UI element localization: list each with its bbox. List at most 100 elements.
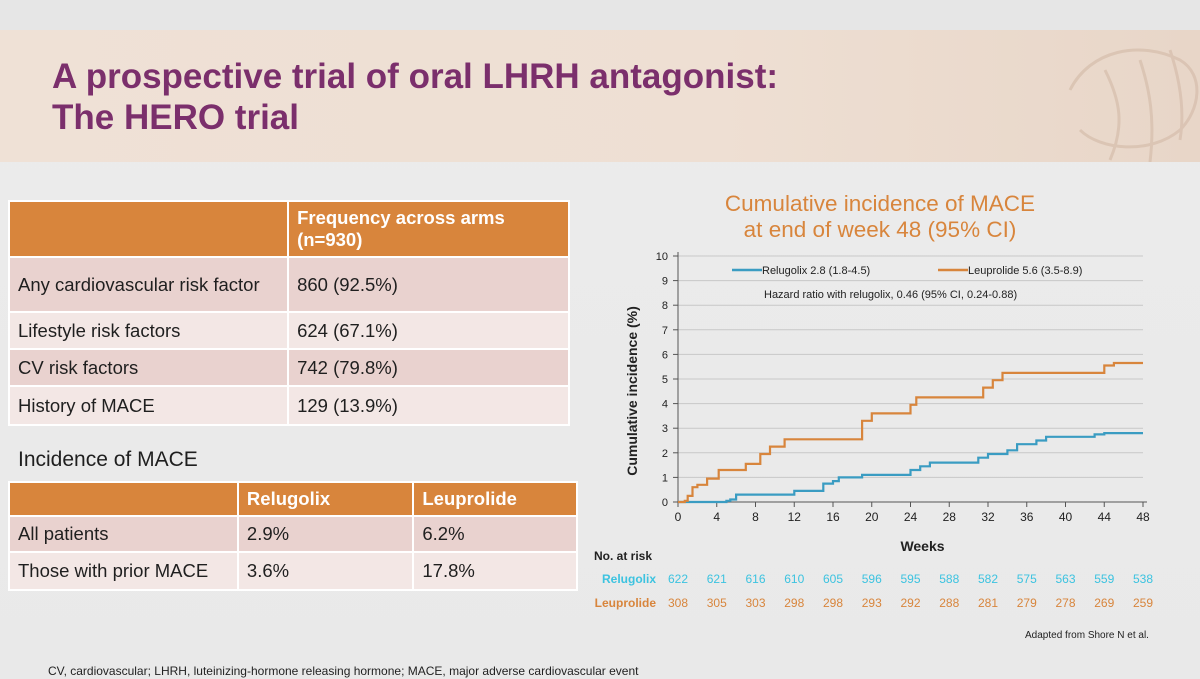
risk-table-header-line-2: (n=930)	[297, 229, 363, 250]
x-tick-label: 16	[826, 510, 840, 524]
mace-section-title: Incidence of MACE	[18, 448, 198, 471]
risk-row-value: 860 (92.5%)	[287, 256, 570, 313]
risk-factor-table: Frequency across arms (n=930) Any cardio…	[7, 200, 570, 426]
anatomy-watermark-icon	[1068, 48, 1199, 162]
at-risk-value: 596	[862, 572, 882, 586]
hazard-ratio-annotation: Hazard ratio with relugolix, 0.46 (95% C…	[764, 289, 1017, 301]
slide-title-line-1: A prospective trial of oral LHRH antagon…	[52, 57, 779, 96]
at-risk-value: 588	[939, 572, 959, 586]
x-tick-label: 48	[1136, 510, 1150, 524]
risk-table-header-row: Frequency across arms (n=930)	[7, 200, 570, 258]
at-risk-value: 305	[707, 596, 727, 610]
at-risk-value: 616	[745, 572, 765, 586]
x-tick-label: 32	[981, 510, 995, 524]
at-risk-value: 582	[978, 572, 998, 586]
x-tick-label: 40	[1059, 510, 1073, 524]
x-tick-label: 44	[1098, 510, 1112, 524]
mace-header-blank	[8, 481, 239, 517]
table-row: All patients 2.9% 6.2%	[8, 515, 578, 553]
mace-row-leuprolide: 6.2%	[412, 515, 578, 553]
at-risk-value: 538	[1133, 572, 1153, 586]
risk-row-label: Lifestyle risk factors	[7, 311, 290, 350]
risk-table-header-blank	[7, 200, 290, 258]
x-tick-label: 36	[1020, 510, 1034, 524]
y-tick-label: 10	[656, 251, 668, 263]
slide-title-line-2: The HERO trial	[52, 98, 299, 137]
risk-row-value: 624 (67.1%)	[287, 311, 570, 350]
abbreviations-footnote: CV, cardiovascular; LHRH, luteinizing-ho…	[48, 664, 639, 678]
chart-title: Cumulative incidence of MACE at end of w…	[600, 191, 1160, 243]
at-risk-value: 303	[745, 596, 765, 610]
table-row: History of MACE 129 (13.9%)	[7, 385, 570, 426]
series-line-leuprolide	[678, 361, 1143, 504]
chart-title-line-1: Cumulative incidence of MACE	[724, 191, 1036, 216]
risk-row-value: 742 (79.8%)	[287, 348, 570, 387]
x-tick-label: 0	[675, 510, 682, 524]
mace-header-relugolix: Relugolix	[236, 481, 415, 517]
y-tick-label: 9	[662, 276, 668, 288]
y-axis-label: Cumulative incidence (%)	[624, 306, 640, 476]
y-tick-label: 1	[662, 472, 668, 484]
at-risk-value: 605	[823, 572, 843, 586]
x-tick-label: 4	[713, 510, 720, 524]
at-risk-value: 298	[784, 596, 804, 610]
at-risk-value: 279	[1017, 596, 1037, 610]
table-row: Any cardiovascular risk factor 860 (92.5…	[7, 256, 570, 313]
risk-row-label: CV risk factors	[7, 348, 290, 387]
header-band	[0, 30, 1200, 162]
x-tick-label: 20	[865, 510, 879, 524]
mace-incidence-table: Relugolix Leuprolide All patients 2.9% 6…	[8, 481, 578, 591]
mace-row-relugolix: 2.9%	[236, 515, 415, 553]
mace-row-leuprolide: 17.8%	[412, 551, 578, 591]
risk-row-label: History of MACE	[7, 385, 290, 426]
mace-table-header-row: Relugolix Leuprolide	[8, 481, 578, 517]
x-tick-label: 24	[904, 510, 918, 524]
at-risk-value: 575	[1017, 572, 1037, 586]
y-tick-label: 7	[662, 325, 668, 337]
x-tick-label: 12	[788, 510, 802, 524]
risk-row-label: Any cardiovascular risk factor	[7, 256, 290, 313]
source-credit: Adapted from Shore N et al.	[1025, 630, 1149, 641]
at-risk-value: 292	[900, 596, 920, 610]
at-risk-title: No. at risk	[594, 549, 652, 563]
risk-row-value: 129 (13.9%)	[287, 385, 570, 426]
mace-header-leuprolide: Leuprolide	[412, 481, 578, 517]
legend-label-relugolix: Relugolix 2.8 (1.8-4.5)	[762, 265, 870, 277]
y-tick-label: 3	[662, 423, 668, 435]
y-tick-label: 0	[662, 497, 668, 509]
slide-title: A prospective trial of oral LHRH antagon…	[52, 56, 952, 138]
at-risk-value: 621	[707, 572, 727, 586]
at-risk-value: 293	[862, 596, 882, 610]
at-risk-label-relugolix: Relugolix	[602, 572, 656, 586]
at-risk-value: 610	[784, 572, 804, 586]
x-tick-label: 28	[943, 510, 957, 524]
at-risk-value: 298	[823, 596, 843, 610]
table-row: Those with prior MACE 3.6% 17.8%	[8, 551, 578, 591]
top-strip	[0, 0, 1200, 30]
at-risk-value: 269	[1094, 596, 1114, 610]
y-tick-label: 5	[662, 374, 668, 386]
at-risk-value: 622	[668, 572, 688, 586]
mace-row-relugolix: 3.6%	[236, 551, 415, 591]
y-tick-label: 2	[662, 448, 668, 460]
x-tick-label: 8	[752, 510, 759, 524]
table-row: CV risk factors 742 (79.8%)	[7, 348, 570, 387]
at-risk-value: 563	[1055, 572, 1075, 586]
at-risk-value: 308	[668, 596, 688, 610]
at-risk-label-leuprolide: Leuprolide	[595, 596, 657, 610]
mace-row-label: Those with prior MACE	[8, 551, 239, 591]
chart-title-line-2: at end of week 48 (95% CI)	[743, 217, 1017, 242]
at-risk-value: 288	[939, 596, 959, 610]
y-tick-label: 6	[662, 349, 668, 361]
mace-row-label: All patients	[8, 515, 239, 553]
x-axis-label: Weeks	[900, 538, 944, 554]
y-tick-label: 8	[662, 300, 668, 312]
table-row: Lifestyle risk factors 624 (67.1%)	[7, 311, 570, 350]
at-risk-value: 278	[1055, 596, 1075, 610]
risk-table-header-line-1: Frequency across arms	[297, 207, 505, 228]
at-risk-value: 281	[978, 596, 998, 610]
legend-label-leuprolide: Leuprolide 5.6 (3.5-8.9)	[968, 265, 1082, 277]
y-tick-label: 4	[662, 399, 668, 411]
at-risk-value: 259	[1133, 596, 1153, 610]
